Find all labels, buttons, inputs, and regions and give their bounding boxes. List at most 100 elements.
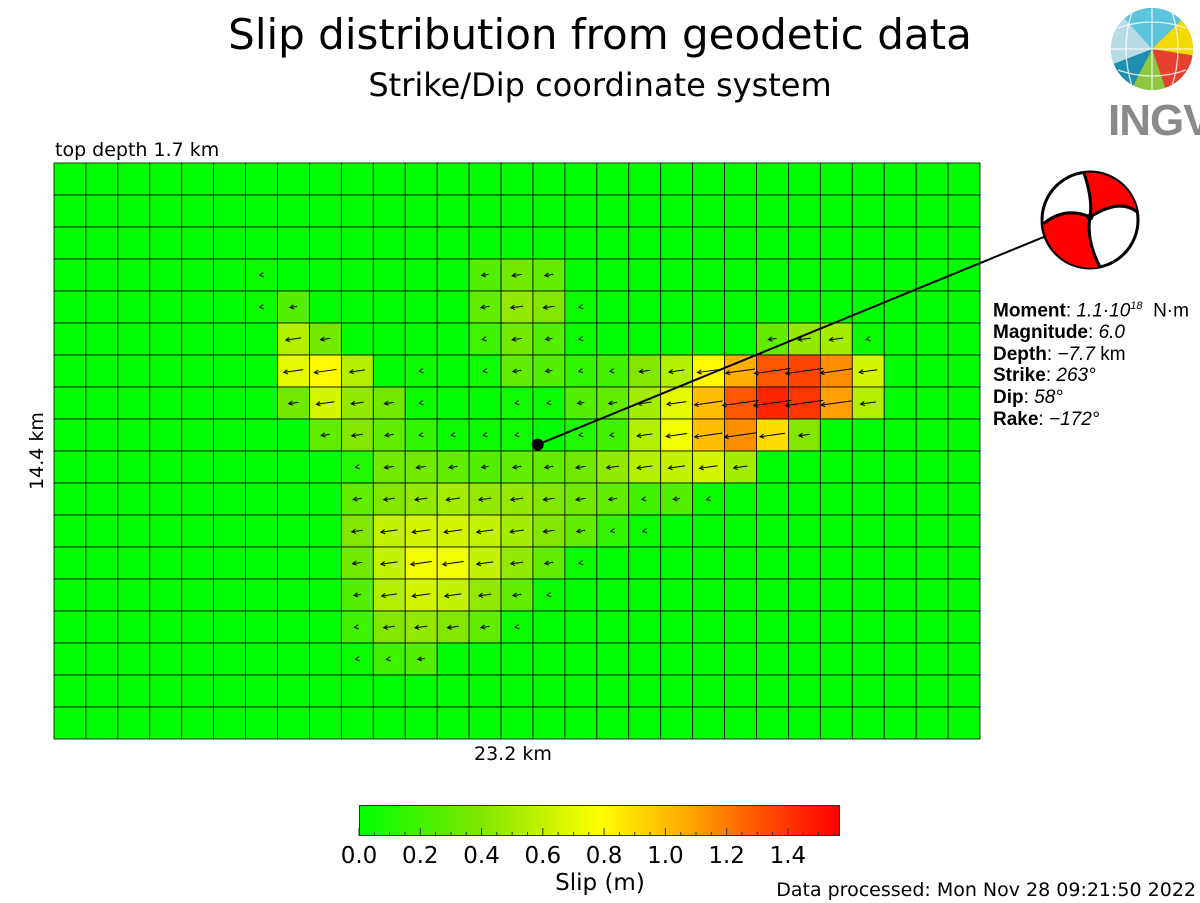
slip-cell (628, 194, 662, 228)
processed-timestamp: Data processed: Mon Nov 28 09:21:50 2022 (776, 879, 1196, 901)
slip-cell (883, 450, 917, 484)
rake-row: Rake: −172° (993, 408, 1100, 430)
slip-cell (468, 418, 502, 452)
slip-cell (756, 226, 789, 260)
slip-arrow (416, 656, 425, 662)
slip-arrow (450, 432, 456, 438)
slip-cell (53, 642, 87, 676)
magnitude-value: 6.0 (1098, 322, 1125, 344)
slip-cell (628, 706, 662, 740)
slip-cell (596, 578, 630, 612)
slip-cell (468, 674, 502, 708)
slip-arrow (665, 401, 687, 407)
slip-arrow (258, 272, 264, 278)
slip-cell (915, 642, 949, 676)
slip-cell (819, 226, 853, 260)
slip-cell (947, 610, 981, 644)
slip-arrow (411, 593, 431, 599)
slip-cell (883, 546, 917, 580)
colorbar-tick-label: 0.6 (524, 843, 562, 869)
slip-cell (340, 226, 374, 260)
slip-cell (245, 322, 278, 356)
slip-arrow (721, 399, 759, 408)
colorbar-title: Slip (m) (555, 870, 645, 896)
slip-cell (53, 258, 87, 292)
slip-cell (883, 162, 917, 196)
slip-cell (181, 354, 215, 388)
slip-cell (53, 578, 87, 612)
slip-cell (404, 706, 438, 740)
slip-cell (915, 514, 949, 548)
slip-cell (756, 578, 789, 612)
slip-arrow (477, 496, 492, 502)
slip-cell (819, 546, 853, 580)
slip-cell (819, 258, 853, 292)
slip-cell (851, 706, 885, 740)
slip-arrow (352, 592, 361, 598)
slip-cell (85, 674, 119, 708)
slip-arrow (752, 399, 792, 408)
slip-arrow (509, 528, 525, 535)
slip-arrow (282, 369, 304, 375)
slip-arrow (447, 464, 458, 470)
slip-cell (500, 162, 534, 196)
slip-arrow (382, 496, 395, 502)
slip-arrow (577, 304, 584, 310)
slip-cell (596, 418, 630, 452)
slip-arrow (379, 561, 398, 567)
slip-cell (436, 706, 470, 740)
strike-label: Strike (993, 365, 1046, 387)
slip-cell (372, 642, 406, 676)
slip-cell (947, 386, 981, 420)
slip-cell (756, 194, 789, 228)
slip-arrow (542, 304, 555, 310)
slip-cell (181, 450, 215, 484)
slip-cell (947, 418, 981, 452)
slip-cell (117, 258, 151, 292)
moment-value: 1.1·10 (1076, 300, 1131, 322)
slip-cell (245, 450, 278, 484)
slip-cell (819, 642, 853, 676)
slip-cell (692, 194, 725, 228)
slip-cell (340, 322, 374, 356)
slip-cell (819, 674, 853, 708)
slip-cell (724, 514, 757, 548)
slip-cell (788, 450, 821, 484)
slip-cell (53, 546, 87, 580)
slip-cell (788, 578, 821, 612)
slip-cell (245, 258, 278, 292)
slip-cell (372, 290, 406, 324)
slip-arrow (482, 368, 488, 374)
slip-cell (181, 482, 215, 516)
slip-cell (628, 514, 662, 548)
slip-cell (724, 482, 757, 516)
slip-arrow (418, 432, 424, 438)
slip-cell (309, 514, 342, 548)
slip-cell (149, 354, 183, 388)
slip-cell (692, 482, 725, 516)
slip-cell (724, 258, 757, 292)
slip-cell (628, 226, 662, 260)
slip-cell (117, 546, 151, 580)
slip-cell (53, 482, 87, 516)
slip-arrow (636, 464, 653, 471)
slip-arrow (542, 496, 555, 502)
slip-cell (724, 578, 757, 612)
slip-cell (500, 418, 534, 452)
slip-cell (851, 482, 885, 516)
slip-cell (245, 706, 278, 740)
slip-arrow (732, 464, 748, 471)
slip-cell (436, 258, 470, 292)
slip-arrow (418, 368, 424, 374)
slip-arrow (284, 336, 302, 343)
slip-arrow (446, 624, 459, 630)
slip-cell (596, 290, 630, 324)
slip-cell (947, 194, 981, 228)
slip-cell (947, 482, 981, 516)
slip-cell (564, 706, 598, 740)
slip-cell (851, 322, 885, 356)
slip-cell (53, 386, 87, 420)
slip-cell (149, 450, 183, 484)
slip-cell (181, 706, 215, 740)
slip-cell (596, 610, 630, 644)
